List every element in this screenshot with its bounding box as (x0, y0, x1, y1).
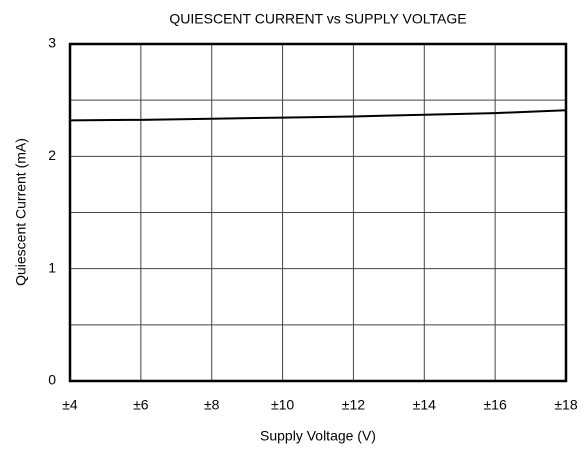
x-tick-label: ±10 (271, 397, 294, 413)
x-tick-label: ±6 (133, 397, 149, 413)
y-tick-label: 1 (48, 259, 56, 275)
x-tick-label: ±8 (204, 397, 220, 413)
x-axis-label: Supply Voltage (V) (260, 428, 376, 444)
chart-title: QUIESCENT CURRENT vs SUPPLY VOLTAGE (169, 11, 466, 27)
x-tick-label: ±18 (554, 397, 577, 413)
x-tick-label: ±12 (342, 397, 365, 413)
data-line (69, 109, 567, 122)
x-tick-label: ±4 (62, 397, 78, 413)
y-tick-label: 0 (48, 372, 56, 388)
x-tick-label: ±14 (413, 397, 436, 413)
x-tick-label: ±16 (484, 397, 507, 413)
y-tick-label: 3 (48, 35, 56, 51)
plot-frame (68, 42, 568, 383)
y-tick-label: 2 (48, 147, 56, 163)
y-axis-label: Quiescent Current (mA) (13, 138, 29, 286)
